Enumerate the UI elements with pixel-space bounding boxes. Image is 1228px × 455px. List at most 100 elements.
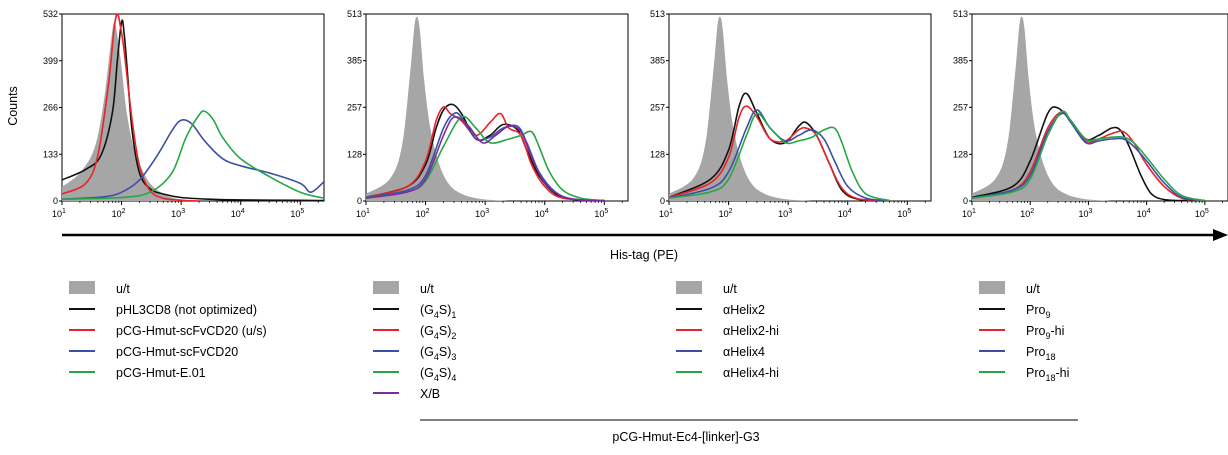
y-tick-label: 0 bbox=[660, 196, 665, 206]
x-tick-label: 101 bbox=[52, 208, 66, 219]
x-tick-label: 103 bbox=[475, 208, 489, 219]
legend-item: pHL3CD8 (not optimized) bbox=[69, 303, 257, 317]
y-tick-label: 128 bbox=[347, 149, 362, 159]
x-tick-label: 104 bbox=[535, 208, 549, 219]
legend-item: αHelix2 bbox=[676, 303, 765, 317]
y-tick-label: 0 bbox=[963, 196, 968, 206]
histogram-panel: 0 133 266 399 532 101 102 103 104 105 bbox=[43, 9, 325, 219]
y-tick-label: 513 bbox=[347, 9, 362, 19]
y-tick-label: 128 bbox=[953, 149, 968, 159]
y-tick-label: 257 bbox=[347, 102, 362, 112]
legend-label: (G4S)3 bbox=[420, 345, 456, 362]
legend-label: Pro18-hi bbox=[1026, 366, 1069, 383]
series-untransduced-area bbox=[972, 16, 1112, 201]
legend-item: pCG-Hmut-scFvCD20 bbox=[69, 345, 238, 359]
y-tick-label: 257 bbox=[953, 102, 968, 112]
legend-item: (G4S)3 bbox=[373, 345, 456, 362]
legend-item: (G4S)1 bbox=[373, 303, 456, 320]
legend-label: Pro18 bbox=[1026, 345, 1055, 362]
x-tick-label: 105 bbox=[897, 208, 911, 219]
y-tick-label: 257 bbox=[650, 102, 665, 112]
histogram-panel: 0 128 257 385 513 101 102 103 104 105 bbox=[650, 9, 932, 219]
legend-item: Pro18-hi bbox=[979, 366, 1069, 383]
plot-area bbox=[366, 16, 605, 201]
x-tick-label: 104 bbox=[1137, 208, 1151, 219]
y-axis-title: Counts bbox=[6, 86, 20, 126]
y-tick-label: 385 bbox=[347, 56, 362, 66]
series-line bbox=[972, 110, 1205, 201]
legend-label: Pro9 bbox=[1026, 303, 1050, 320]
series-untransduced-area bbox=[669, 16, 812, 201]
legend-label: (G4S)2 bbox=[420, 324, 456, 341]
x-tick-label: 105 bbox=[1195, 208, 1209, 219]
series-line bbox=[366, 115, 605, 201]
series-line bbox=[972, 106, 1188, 201]
x-axis-arrow bbox=[62, 229, 1228, 241]
legend-label: u/t bbox=[420, 282, 434, 296]
x-tick-label: 101 bbox=[659, 208, 673, 219]
x-tick-label: 101 bbox=[356, 208, 370, 219]
x-tick-label: 105 bbox=[290, 208, 304, 219]
legend-item: Pro18 bbox=[979, 345, 1055, 362]
legend-swatch-box bbox=[676, 281, 702, 294]
legend-label: pCG-Hmut-E.01 bbox=[116, 366, 206, 380]
histogram-panel: 0 128 257 385 513 101 102 103 104 105 bbox=[953, 9, 1228, 219]
series-untransduced-area bbox=[62, 21, 200, 201]
x-tick-label: 103 bbox=[778, 208, 792, 219]
legend-column: u/t Pro9 Pro9-hi Pro18 Pro18-hi bbox=[979, 281, 1069, 383]
legend-label: αHelix2-hi bbox=[723, 324, 779, 338]
legend-label: u/t bbox=[116, 282, 130, 296]
series-line bbox=[366, 115, 605, 201]
y-tick-label: 513 bbox=[650, 9, 665, 19]
y-tick-label: 399 bbox=[43, 56, 58, 66]
y-tick-label: 266 bbox=[43, 103, 58, 113]
legend-item: u/t bbox=[676, 281, 737, 296]
x-tick-label: 102 bbox=[416, 208, 430, 219]
x-tick-label: 104 bbox=[838, 208, 852, 219]
legend-label: pHL3CD8 (not optimized) bbox=[116, 303, 257, 317]
series-line bbox=[669, 105, 890, 201]
legend-item: (G4S)2 bbox=[373, 324, 456, 341]
x-tick-label: 102 bbox=[1020, 208, 1034, 219]
y-tick-label: 128 bbox=[650, 149, 665, 159]
series-line bbox=[669, 92, 890, 201]
plot-area bbox=[972, 16, 1205, 201]
x-tick-label: 104 bbox=[231, 208, 245, 219]
series-line bbox=[62, 110, 324, 200]
plot-area bbox=[669, 16, 890, 201]
legend-item: u/t bbox=[69, 281, 130, 296]
legend-item: (G4S)4 bbox=[373, 366, 456, 383]
x-axis-arrow-head bbox=[1213, 229, 1228, 241]
legend-label: (G4S)4 bbox=[420, 366, 456, 383]
x-tick-label: 102 bbox=[719, 208, 733, 219]
legend-swatch-box bbox=[373, 281, 399, 294]
series-line bbox=[669, 112, 890, 201]
series-line bbox=[62, 13, 200, 201]
y-tick-label: 0 bbox=[53, 196, 58, 206]
legend-label: X/B bbox=[420, 387, 440, 401]
y-tick-label: 513 bbox=[953, 9, 968, 19]
legend-label: αHelix4 bbox=[723, 345, 765, 359]
x-tick-label: 101 bbox=[962, 208, 976, 219]
x-tick-label: 102 bbox=[112, 208, 126, 219]
legend-item: pCG-Hmut-E.01 bbox=[69, 366, 206, 380]
legend-column: u/t αHelix2 αHelix2-hi αHelix4 αHelix4-hi bbox=[676, 281, 779, 380]
series-line bbox=[366, 111, 605, 201]
y-tick-label: 0 bbox=[357, 196, 362, 206]
plot-area bbox=[62, 13, 324, 201]
legend-label: pCG-Hmut-scFvCD20 (u/s) bbox=[116, 324, 267, 338]
x-axis-title: His-tag (PE) bbox=[610, 248, 678, 262]
legend-item: pCG-Hmut-scFvCD20 (u/s) bbox=[69, 324, 267, 338]
legend-label: αHelix2 bbox=[723, 303, 765, 317]
series-line bbox=[62, 118, 324, 200]
histogram-panel: 0 128 257 385 513 101 102 103 104 105 bbox=[347, 9, 629, 219]
legend-label: u/t bbox=[723, 282, 737, 296]
legend-label: u/t bbox=[1026, 282, 1040, 296]
y-tick-label: 385 bbox=[953, 56, 968, 66]
series-line bbox=[972, 112, 1205, 201]
legend-item: u/t bbox=[979, 281, 1040, 296]
legend-column: u/t (G4S)1 (G4S)2 (G4S)3 (G4S)4 X/B bbox=[373, 281, 456, 401]
x-tick-label: 103 bbox=[1078, 208, 1092, 219]
series-untransduced-area bbox=[366, 16, 509, 201]
